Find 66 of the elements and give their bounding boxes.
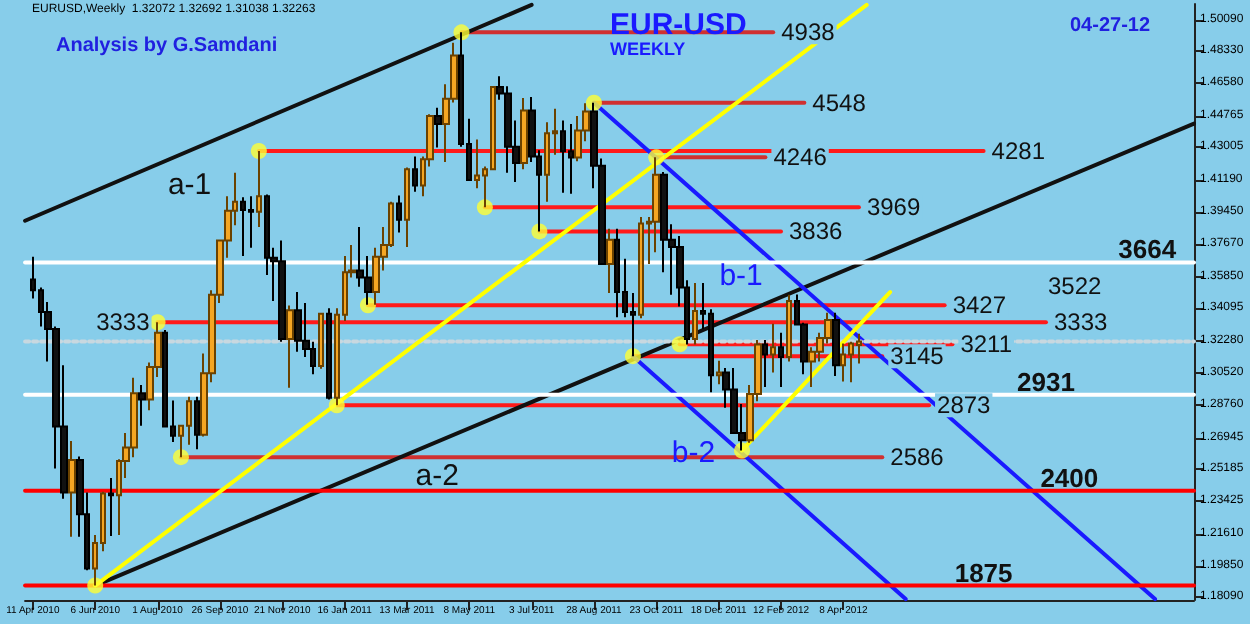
candlestick bbox=[762, 338, 768, 388]
candlestick bbox=[520, 96, 528, 171]
candlestick bbox=[840, 342, 846, 383]
point bbox=[624, 348, 641, 365]
candlestick bbox=[294, 291, 302, 353]
annotation: 04-27-12 bbox=[1070, 15, 1151, 37]
text: WEEKLY bbox=[610, 39, 686, 59]
series-label: b-1 bbox=[719, 258, 763, 293]
candlestick bbox=[248, 195, 254, 249]
series-label: a-1 bbox=[167, 168, 212, 203]
candlestick bbox=[286, 304, 294, 389]
candlestick bbox=[68, 440, 76, 538]
annotation: 4938 bbox=[781, 18, 836, 47]
annotation: 2873 bbox=[937, 391, 992, 420]
point bbox=[250, 143, 267, 160]
candlestick bbox=[240, 196, 246, 257]
point bbox=[531, 223, 548, 240]
candlestick bbox=[692, 282, 698, 346]
annotation: 3522 bbox=[1048, 272, 1103, 300]
candlestick bbox=[638, 216, 644, 320]
candlestick bbox=[716, 359, 722, 386]
annotation: 3145 bbox=[890, 342, 945, 371]
annotation: 3969 bbox=[866, 193, 921, 222]
candlestick bbox=[606, 227, 614, 294]
annotation: 3333 bbox=[1053, 308, 1108, 337]
point bbox=[172, 449, 189, 466]
series-label: a-2 bbox=[415, 459, 459, 494]
candlestick bbox=[568, 123, 574, 195]
candlestick bbox=[412, 155, 418, 193]
candlestick bbox=[194, 395, 200, 451]
candlestick bbox=[108, 477, 114, 537]
candlestick bbox=[404, 166, 410, 248]
point bbox=[671, 336, 688, 353]
annotation: 4246 bbox=[773, 143, 828, 172]
point bbox=[585, 94, 602, 111]
annotation: 4548 bbox=[812, 88, 867, 117]
annotation: 3211 bbox=[960, 330, 1013, 359]
annotation: 3427 bbox=[952, 291, 1007, 320]
annotation: 1875 bbox=[954, 557, 1013, 588]
candlestick bbox=[832, 311, 840, 378]
annotation: 3333 bbox=[96, 308, 151, 337]
candlestick bbox=[396, 194, 402, 234]
point bbox=[476, 199, 493, 216]
annotation: 3836 bbox=[788, 217, 844, 246]
point bbox=[87, 577, 104, 594]
point bbox=[734, 442, 751, 459]
candlestick bbox=[778, 331, 784, 388]
candlestick bbox=[770, 322, 776, 374]
candlestick bbox=[560, 119, 566, 194]
candlestick bbox=[786, 293, 792, 363]
annotation: 3664 bbox=[1118, 234, 1178, 265]
point bbox=[648, 149, 665, 166]
annotation: 2400 bbox=[1040, 462, 1099, 493]
annotation: 2931 bbox=[1017, 366, 1075, 397]
annotation: 2586 bbox=[890, 443, 945, 472]
annotation: 4281 bbox=[991, 137, 1046, 166]
candlestick bbox=[326, 307, 332, 401]
candlestick bbox=[278, 239, 286, 343]
candlestick bbox=[256, 150, 262, 229]
annotation: Analysis by G.Samdani bbox=[56, 35, 278, 57]
candlestick bbox=[614, 227, 620, 319]
candlestick bbox=[848, 340, 854, 384]
candlestick bbox=[138, 384, 146, 427]
candlestick bbox=[318, 311, 324, 370]
candlestick bbox=[434, 106, 442, 149]
point bbox=[453, 24, 470, 41]
